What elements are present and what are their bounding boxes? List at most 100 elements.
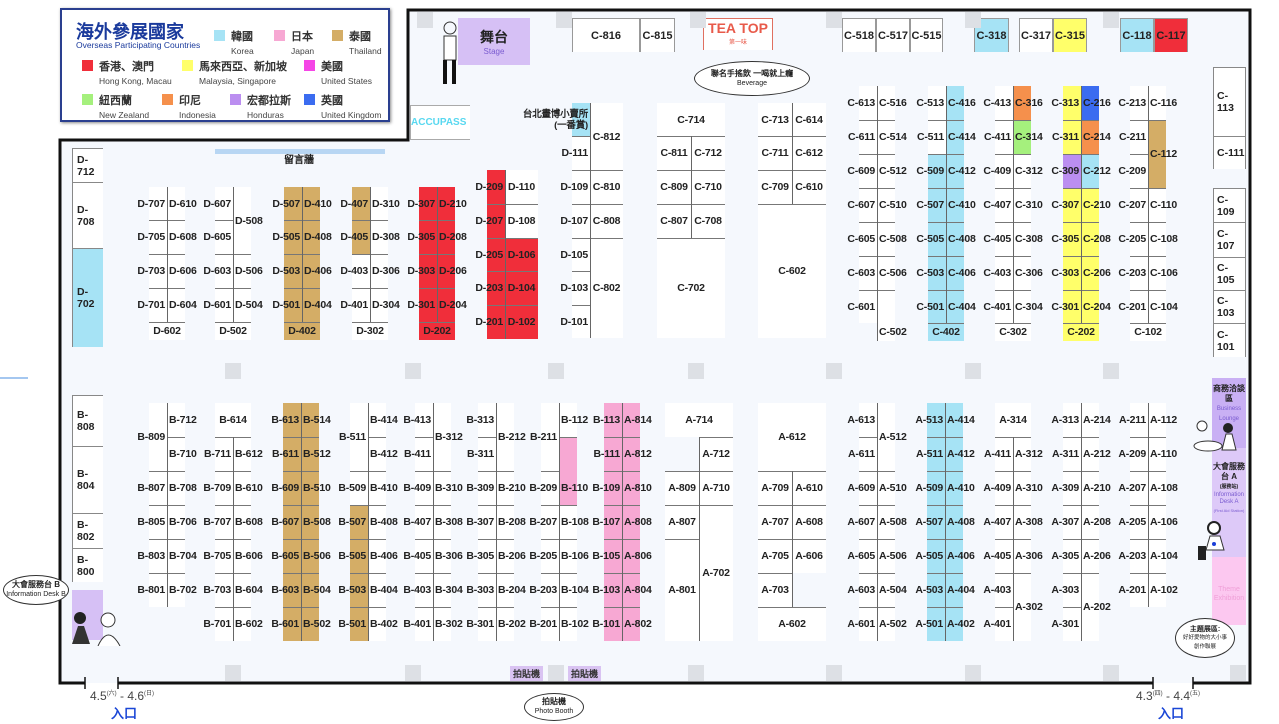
booth[interactable] — [622, 573, 640, 607]
booth[interactable] — [877, 154, 895, 188]
booth[interactable] — [433, 403, 451, 471]
booth[interactable] — [370, 288, 388, 322]
booth[interactable] — [572, 238, 590, 271]
booth[interactable] — [433, 607, 451, 641]
booth[interactable] — [437, 254, 455, 288]
booth[interactable] — [283, 505, 301, 539]
booth[interactable] — [792, 136, 826, 170]
booth[interactable] — [496, 403, 514, 471]
booth[interactable]: C-111 — [1213, 136, 1246, 169]
booth[interactable] — [622, 607, 640, 641]
booth[interactable] — [233, 505, 251, 539]
booth[interactable] — [149, 288, 167, 322]
booth[interactable] — [1013, 437, 1031, 471]
booth[interactable] — [1063, 437, 1081, 471]
booth[interactable] — [496, 471, 514, 505]
booth[interactable] — [572, 103, 590, 136]
booth[interactable] — [478, 539, 496, 573]
booth[interactable] — [149, 187, 167, 220]
booth[interactable] — [478, 437, 496, 471]
booth[interactable] — [301, 505, 319, 539]
booth[interactable] — [415, 539, 433, 573]
booth[interactable] — [350, 573, 368, 607]
booth[interactable] — [758, 607, 826, 641]
booth[interactable]: C-518 — [842, 18, 876, 52]
booth[interactable] — [433, 505, 451, 539]
booth[interactable] — [301, 573, 319, 607]
booth[interactable] — [928, 222, 946, 256]
booth[interactable] — [368, 437, 386, 471]
booth[interactable] — [927, 505, 945, 539]
booth[interactable] — [149, 471, 167, 505]
booth[interactable] — [877, 256, 895, 290]
booth[interactable] — [877, 403, 895, 471]
booth[interactable] — [604, 505, 622, 539]
booth[interactable] — [352, 254, 370, 288]
booth[interactable] — [665, 471, 699, 505]
booth[interactable] — [215, 220, 233, 254]
booth[interactable] — [1081, 505, 1099, 539]
booth[interactable] — [665, 403, 733, 437]
booth[interactable] — [995, 188, 1013, 222]
booth[interactable] — [946, 256, 964, 290]
booth[interactable] — [215, 539, 233, 573]
booth[interactable] — [496, 539, 514, 573]
booth[interactable] — [946, 290, 964, 323]
booth[interactable] — [233, 254, 251, 288]
booth[interactable] — [433, 471, 451, 505]
booth[interactable] — [657, 204, 691, 238]
booth[interactable] — [215, 403, 251, 437]
booth[interactable] — [1013, 505, 1031, 539]
booth[interactable] — [215, 288, 233, 322]
booth[interactable] — [559, 607, 577, 641]
booth[interactable] — [541, 505, 559, 539]
booth[interactable] — [419, 288, 437, 322]
booth[interactable] — [505, 170, 538, 204]
booth[interactable] — [604, 607, 622, 641]
booth[interactable] — [657, 136, 691, 170]
booth[interactable] — [415, 437, 433, 471]
booth[interactable]: B-800 — [72, 548, 103, 582]
booth[interactable] — [859, 120, 877, 154]
booth[interactable]: C-816 — [572, 18, 640, 52]
booth[interactable] — [995, 120, 1013, 154]
booth[interactable] — [496, 607, 514, 641]
booth[interactable] — [859, 256, 877, 290]
booth[interactable] — [657, 170, 691, 204]
booth[interactable] — [1013, 86, 1031, 120]
booth[interactable]: C-317 — [1019, 18, 1053, 52]
booth[interactable] — [437, 187, 455, 220]
booth[interactable] — [758, 471, 792, 505]
booth[interactable] — [1081, 403, 1099, 437]
booth[interactable] — [1063, 86, 1081, 120]
booth[interactable] — [657, 238, 725, 338]
booth[interactable] — [572, 271, 590, 305]
booth[interactable] — [368, 573, 386, 607]
booth[interactable] — [1130, 188, 1148, 222]
booth[interactable] — [1130, 120, 1148, 154]
booth[interactable] — [1013, 471, 1031, 505]
booth[interactable] — [758, 136, 792, 170]
booth[interactable] — [946, 154, 964, 188]
booth[interactable] — [419, 220, 437, 254]
booth[interactable] — [928, 256, 946, 290]
booth[interactable] — [877, 539, 895, 573]
booth[interactable] — [1148, 539, 1166, 573]
booth[interactable] — [699, 437, 733, 471]
booth[interactable] — [699, 505, 733, 641]
booth[interactable] — [415, 505, 433, 539]
booth[interactable] — [1013, 573, 1031, 641]
booth[interactable] — [149, 322, 185, 340]
booth[interactable] — [928, 290, 946, 323]
booth[interactable] — [368, 505, 386, 539]
booth[interactable] — [691, 136, 725, 170]
booth[interactable] — [368, 539, 386, 573]
booth[interactable] — [415, 403, 433, 437]
booth[interactable] — [283, 573, 301, 607]
booth[interactable] — [215, 607, 233, 641]
booth[interactable] — [995, 154, 1013, 188]
booth[interactable] — [215, 254, 233, 288]
booth[interactable] — [945, 505, 963, 539]
booth[interactable] — [1130, 437, 1148, 471]
booth[interactable] — [283, 437, 301, 471]
